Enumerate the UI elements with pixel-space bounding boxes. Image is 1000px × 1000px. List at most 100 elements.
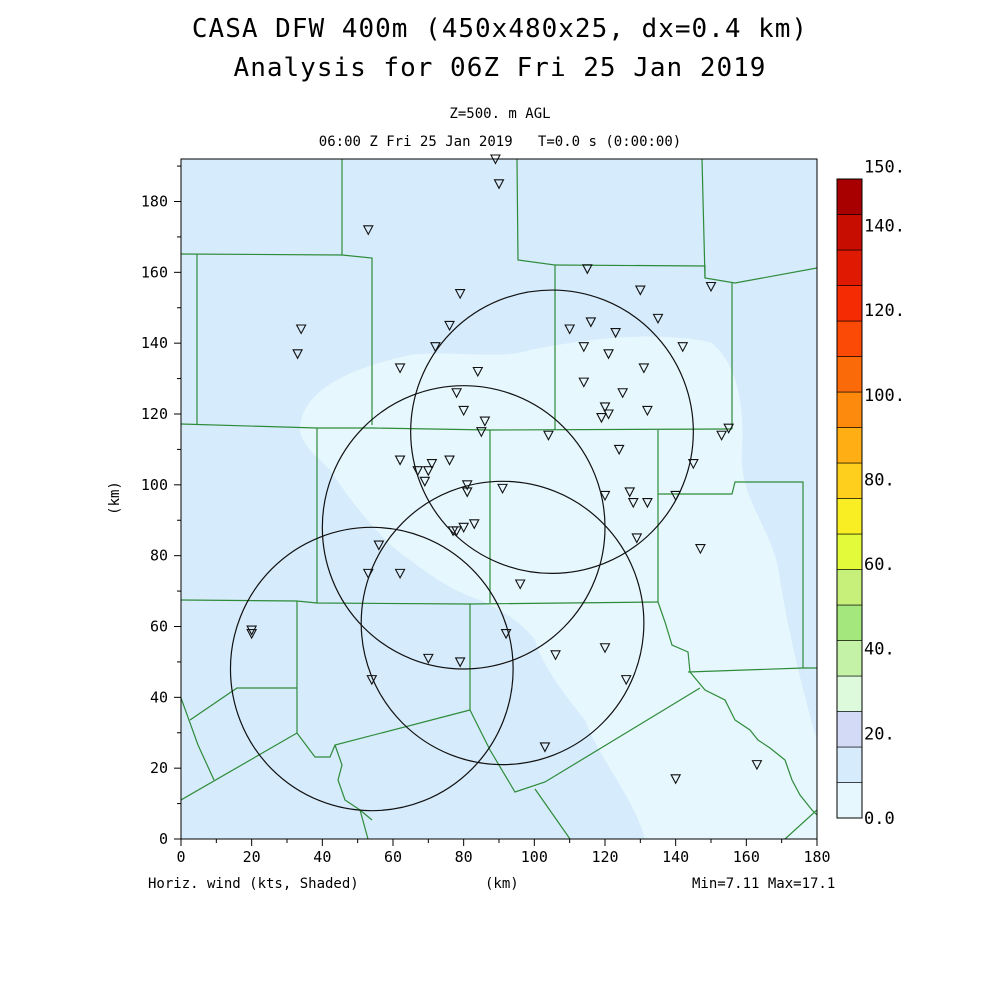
station-marker — [461, 487, 473, 498]
station-marker — [444, 455, 455, 466]
x-tick-label: 0 — [176, 848, 185, 866]
station-marker — [723, 423, 735, 434]
station-marker — [620, 675, 632, 686]
station-marker — [497, 483, 508, 495]
x-axis-ticks: 0 20 40 60 80 100 120 140 160 180 — [176, 839, 831, 866]
colorbar-segment — [836, 462, 863, 499]
colorbar-label: 60. — [864, 555, 895, 575]
station-marker — [246, 629, 258, 640]
y-tick-label: 180 — [141, 193, 168, 211]
radar-range-circles — [229, 289, 694, 812]
colorbar-segment — [836, 249, 863, 286]
time-label: 06:00 Z Fri 25 Jan 2019 T=0.0 s (0:00:00… — [318, 134, 682, 150]
x-tick-label: 140 — [662, 848, 689, 866]
station-marker — [458, 405, 470, 417]
station-marker — [599, 490, 611, 502]
station-marker — [596, 412, 607, 424]
colorbar — [836, 178, 863, 819]
station-marker — [613, 444, 625, 456]
field-label: Horiz. wind (kts, Shaded) — [148, 876, 359, 892]
station-marker — [394, 568, 406, 580]
colorbar-label: 20. — [864, 724, 895, 744]
station-marker — [670, 490, 682, 502]
x-tick-label: 160 — [733, 848, 760, 866]
x-tick-label: 80 — [455, 848, 473, 866]
station-marker — [634, 285, 646, 296]
station-marker — [422, 466, 434, 477]
station-marker — [373, 540, 385, 551]
colorbar-label: 120. — [864, 301, 905, 321]
station-marker — [419, 476, 431, 487]
station-marker — [564, 324, 576, 335]
station-marker — [468, 519, 480, 530]
station-marker — [610, 327, 622, 339]
station-marker — [599, 643, 611, 654]
station-marker — [366, 675, 378, 686]
station-marker — [246, 625, 258, 636]
station-marker — [362, 225, 374, 236]
level-label: Z=500. m AGL — [449, 106, 551, 122]
county-boundaries — [181, 159, 817, 839]
station-marker — [472, 366, 484, 378]
station-marker — [514, 579, 526, 590]
colorbar-label: 150. — [864, 157, 905, 177]
station-marker — [751, 760, 763, 771]
colorbar-segment — [836, 214, 863, 251]
y-tick-label: 140 — [141, 334, 168, 352]
colorbar-segment — [836, 533, 863, 570]
station-marker — [578, 377, 590, 388]
station-marker — [652, 313, 664, 325]
station-marker — [458, 522, 470, 534]
station-marker — [426, 459, 438, 470]
station-marker — [362, 568, 374, 580]
colorbar-segment — [836, 675, 863, 712]
plot-title: CASA DFW 400m (450x480x25, dx=0.4 km) — [191, 14, 809, 44]
x-tick-label: 40 — [313, 848, 331, 866]
station-marker — [585, 317, 597, 328]
x-tick-label: 60 — [384, 848, 402, 866]
station-marker — [641, 497, 653, 509]
station-marker — [394, 363, 406, 374]
station-marker — [638, 363, 650, 374]
colorbar-segment — [836, 640, 863, 677]
station-marker — [479, 416, 491, 427]
station-marker — [454, 657, 466, 668]
x-tick-label: 100 — [521, 848, 548, 866]
radar-circle-1 — [410, 289, 694, 574]
station-marker — [617, 388, 629, 399]
station-marker — [454, 289, 466, 300]
colorbar-label: 140. — [864, 217, 905, 237]
station-marker — [550, 650, 561, 661]
min-max-label: Min=7.11 Max=17.1 — [692, 876, 836, 892]
station-marker — [412, 466, 424, 477]
station-marker — [716, 430, 728, 441]
station-marker — [694, 544, 706, 555]
y-tick-label: 100 — [141, 476, 168, 494]
station-marker — [670, 774, 682, 785]
y-tick-label: 40 — [150, 688, 168, 706]
station-marker — [641, 405, 653, 417]
station-marker — [627, 497, 639, 509]
station-marker — [599, 402, 611, 413]
station-marker — [475, 427, 487, 438]
station-marker — [451, 526, 463, 537]
plot-subtitle: Analysis for 06Z Fri 25 Jan 2019 — [233, 53, 767, 83]
y-tick-label: 80 — [150, 547, 168, 565]
station-marker — [292, 349, 304, 360]
colorbar-segment — [836, 356, 863, 393]
colorbar-segment — [836, 711, 863, 748]
station-marker — [543, 430, 554, 441]
colorbar-segment — [836, 498, 863, 535]
station-marker — [493, 179, 505, 190]
colorbar-segment — [836, 391, 863, 428]
colorbar-segment — [836, 427, 863, 464]
y-tick-label: 120 — [141, 405, 168, 423]
station-marker — [422, 653, 434, 665]
station-marker — [394, 455, 406, 466]
x-axis-label: (km) — [485, 876, 519, 892]
colorbar-label: 100. — [864, 386, 905, 406]
colorbar-segment — [836, 178, 863, 215]
x-tick-label: 120 — [591, 848, 618, 866]
station-marker — [295, 324, 307, 335]
